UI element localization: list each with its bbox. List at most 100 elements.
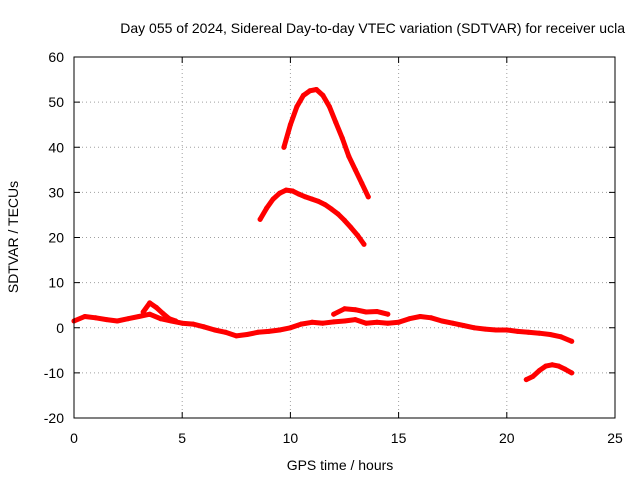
y-tick-label: -10 <box>44 365 64 381</box>
data-point <box>114 318 120 324</box>
data-point <box>125 316 131 322</box>
y-tick-label: 0 <box>56 320 64 336</box>
data-point <box>201 324 207 330</box>
grid <box>74 57 615 418</box>
data-point <box>352 167 358 173</box>
data-point <box>525 329 531 335</box>
data-point <box>342 217 347 223</box>
data-point <box>233 333 239 339</box>
data-point <box>303 194 308 200</box>
data-point <box>352 317 358 323</box>
data-point <box>296 191 302 197</box>
y-axis-label: SDTVAR / TECUs <box>5 181 21 293</box>
data-point <box>316 198 321 204</box>
data-point <box>179 320 185 326</box>
data-point <box>417 314 423 319</box>
data-point <box>523 377 529 383</box>
data-point <box>515 328 521 334</box>
data-point <box>331 319 337 325</box>
data-point <box>93 315 99 321</box>
data-point <box>365 194 371 200</box>
data-point <box>257 216 263 222</box>
data-point <box>287 122 293 128</box>
x-tick-label: 10 <box>283 430 299 446</box>
data-point <box>153 304 159 310</box>
data-point <box>300 92 306 98</box>
x-tick-label: 5 <box>178 430 186 446</box>
data-point <box>342 306 347 312</box>
data-point <box>313 87 319 92</box>
data-point <box>333 119 339 125</box>
data-point <box>374 309 380 314</box>
data-point <box>428 315 434 321</box>
data-point <box>558 334 564 340</box>
data-point <box>266 328 272 334</box>
data-point <box>331 311 337 317</box>
data-point <box>359 180 365 186</box>
data-point <box>244 332 250 337</box>
axis-ticks: 0 5 10 15 20 25 -20 -10 0 10 20 30 40 50 60 <box>44 49 623 446</box>
data-point <box>147 300 153 306</box>
data-point <box>329 206 334 212</box>
data-point <box>547 332 553 337</box>
y-tick-label: 30 <box>48 184 64 200</box>
data-point <box>569 370 575 376</box>
data-point <box>461 323 466 328</box>
data-point <box>322 202 328 208</box>
data-point <box>136 314 142 319</box>
data-point <box>339 135 345 141</box>
data-point <box>493 327 499 333</box>
data-point <box>549 362 555 368</box>
y-tick-label: 40 <box>48 139 64 155</box>
data-point <box>352 307 358 313</box>
data-point <box>281 144 287 150</box>
x-tick-label: 20 <box>499 430 515 446</box>
data-point <box>104 317 109 323</box>
data-point <box>361 241 367 247</box>
data-point <box>471 325 477 331</box>
data-point <box>406 316 412 322</box>
data-point <box>385 320 391 326</box>
data-point <box>326 104 332 110</box>
data-point <box>298 321 304 327</box>
data-point <box>82 314 88 319</box>
data-point <box>166 316 172 322</box>
data-point <box>439 318 445 324</box>
data-point <box>556 363 562 369</box>
data-point <box>342 318 347 324</box>
data-point <box>335 211 341 217</box>
data-point <box>348 225 354 231</box>
data-point <box>536 368 542 374</box>
data-point <box>270 196 276 202</box>
y-tick-label: 60 <box>48 49 64 65</box>
data-point <box>290 188 296 194</box>
data-point <box>140 309 146 315</box>
data-point <box>363 309 369 315</box>
data-point <box>374 319 380 325</box>
data-point <box>450 320 456 326</box>
data-point <box>346 153 352 159</box>
series-group <box>71 87 575 383</box>
data-point <box>173 318 179 324</box>
data-point <box>569 338 575 344</box>
data-point <box>320 320 326 326</box>
chart-title: Day 055 of 2024, Sidereal Day-to-day VTE… <box>120 20 625 36</box>
y-tick-label: 20 <box>48 230 64 246</box>
data-point <box>309 319 315 325</box>
x-tick-label: 0 <box>70 430 78 446</box>
data-point <box>530 374 536 379</box>
data-point <box>355 232 360 238</box>
data-point <box>212 327 218 333</box>
data-point <box>277 190 283 196</box>
data-point <box>158 316 164 322</box>
data-point <box>287 325 293 331</box>
data-point <box>160 310 166 316</box>
data-point <box>283 187 289 193</box>
x-axis-label: GPS time / hours <box>287 457 394 473</box>
data-point <box>190 321 196 327</box>
data-point <box>562 366 568 372</box>
data-point <box>307 88 313 94</box>
data-point <box>482 326 488 332</box>
